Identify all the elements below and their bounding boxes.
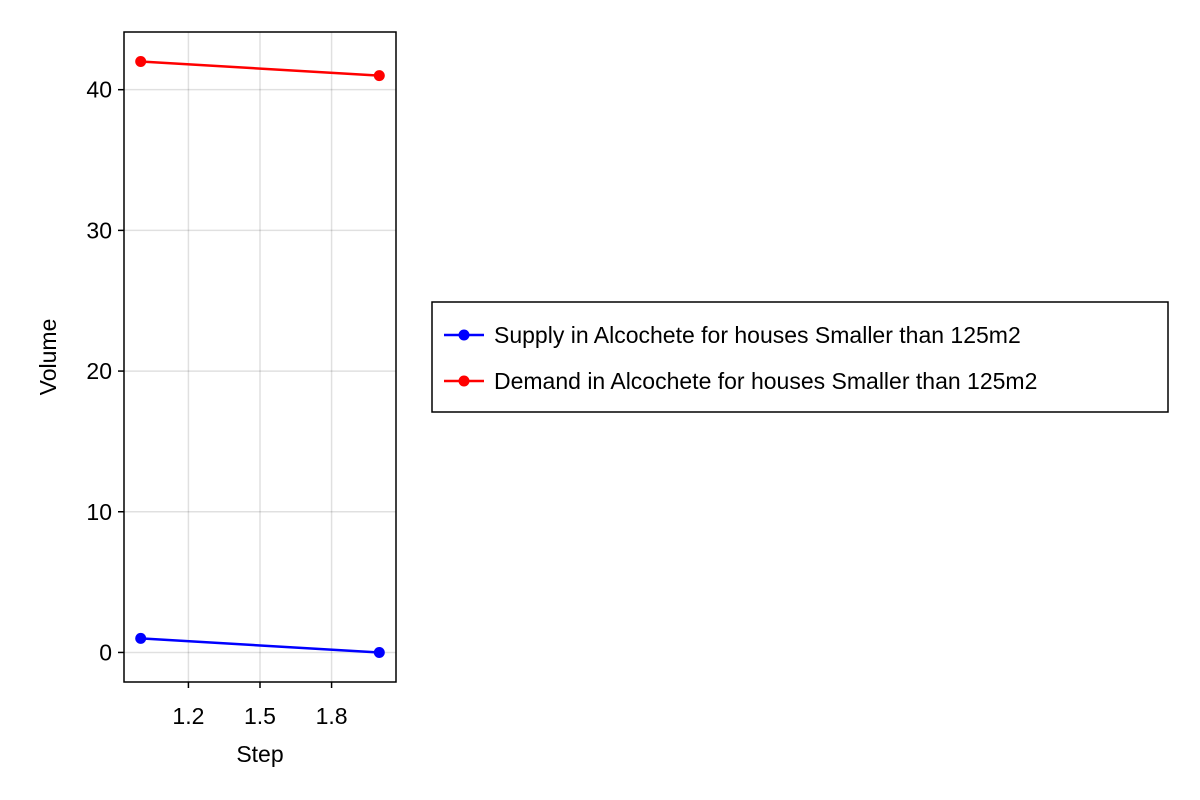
x-axis: 1.2 1.5 1.8 [172,682,348,729]
legend-item: Supply in Alcochete for houses Smaller t… [444,322,1021,348]
legend: Supply in Alcochete for houses Smaller t… [431,301,1169,413]
y-axis-title: Volume [35,319,61,396]
x-tick-label: 1.2 [172,703,204,729]
legend-label: Demand in Alcochete for houses Smaller t… [494,368,1037,394]
legend-marker [458,375,470,387]
series-line [140,60,380,77]
series-layer [135,56,385,658]
series-line [140,637,380,654]
y-tick-label: 10 [86,499,112,525]
x-axis-title: Step [236,741,283,767]
legend-box [431,301,1169,413]
y-tick-label: 0 [99,639,112,665]
y-tick-label: 30 [86,217,112,243]
x-tick-label: 1.8 [316,703,348,729]
data-point [373,646,385,658]
data-point [135,56,147,68]
legend-items: Supply in Alcochete for houses Smaller t… [444,322,1037,394]
y-tick-label: 20 [86,358,112,384]
y-tick-label: 40 [86,77,112,103]
legend-marker [458,329,470,341]
data-point [373,70,385,82]
grid-lines [124,32,396,682]
data-point [135,632,147,644]
y-axis: 0 10 20 30 40 [86,77,124,665]
legend-item: Demand in Alcochete for houses Smaller t… [444,368,1037,394]
x-tick-label: 1.5 [244,703,276,729]
legend-label: Supply in Alcochete for houses Smaller t… [494,322,1021,348]
